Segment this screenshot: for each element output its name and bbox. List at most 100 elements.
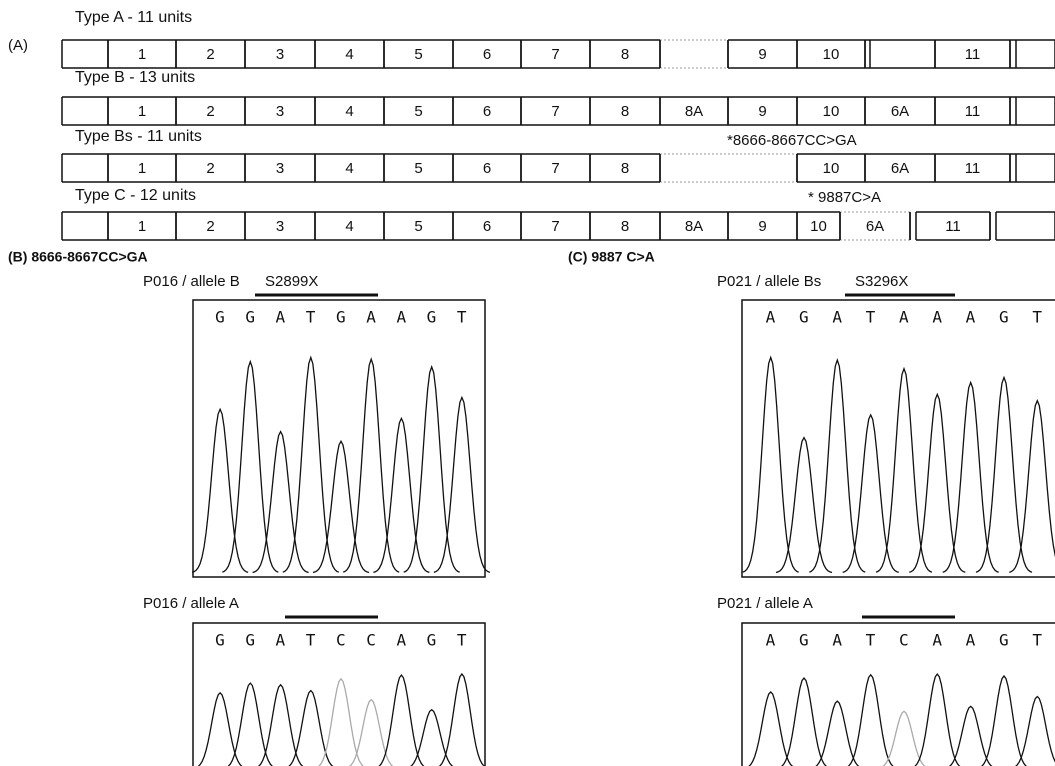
sample-label: P016 / allele A <box>143 595 239 612</box>
trace-peak <box>1009 697 1055 766</box>
base-call: A <box>276 631 286 650</box>
trace-peak <box>876 369 932 573</box>
unit-label: 3 <box>276 103 284 120</box>
sample-label: P021 / allele Bs <box>717 273 821 290</box>
trace-box <box>742 300 1055 577</box>
mutation-annotation: *8666-8667CC>GA <box>727 132 857 149</box>
base-call: A <box>932 308 942 327</box>
trace-peak <box>192 409 248 572</box>
trace-peak <box>253 685 309 766</box>
base-call: A <box>396 308 406 327</box>
base-call: T <box>866 308 876 327</box>
base-call: A <box>396 631 406 650</box>
unit-label: 1 <box>138 218 146 235</box>
unit-label: 8 <box>621 46 629 63</box>
unit-label: 3 <box>276 160 284 177</box>
unit-label: 9 <box>758 218 766 235</box>
unit-label: 6 <box>483 103 491 120</box>
base-call: A <box>276 308 286 327</box>
panel-label: (C) 9887 C>A <box>568 249 655 265</box>
base-call: T <box>1032 308 1042 327</box>
unit-label: 2 <box>206 103 214 120</box>
panel-label: (B) 8666-8667CC>GA <box>8 249 148 265</box>
unit-label: 7 <box>551 103 559 120</box>
unit-label: 6 <box>483 160 491 177</box>
base-call: A <box>932 631 942 650</box>
trace-peak <box>373 675 429 766</box>
base-call: G <box>427 631 437 650</box>
trace-peak <box>343 700 399 766</box>
trace-peak <box>943 706 999 766</box>
trace-peak <box>843 415 899 573</box>
unit-label: 8 <box>621 218 629 235</box>
unit-label: 4 <box>345 218 353 235</box>
base-call: A <box>766 631 776 650</box>
unit-label: 2 <box>206 218 214 235</box>
trace-peak <box>222 362 278 573</box>
unit-label: 1 <box>138 103 146 120</box>
trace-peak <box>404 367 460 572</box>
trace-peak <box>434 674 490 766</box>
unit-label: 9 <box>758 46 766 63</box>
mutation-annotation: * 9887C>A <box>808 189 881 206</box>
trace-peak <box>283 358 339 573</box>
base-call: G <box>427 308 437 327</box>
unit-label: 10 <box>810 218 827 235</box>
unit-label: 7 <box>551 46 559 63</box>
unit-label: 5 <box>414 218 422 235</box>
base-call: G <box>245 308 255 327</box>
trace-peak <box>313 441 369 572</box>
unit-label: 4 <box>345 46 353 63</box>
unit-label: 7 <box>551 160 559 177</box>
base-call: G <box>799 308 809 327</box>
mutation-label: S3296X <box>855 273 908 290</box>
unit-label: 6A <box>891 103 909 120</box>
mutation-label: S2899X <box>265 273 318 290</box>
trace-peak <box>1009 401 1055 573</box>
unit-label: 6A <box>891 160 909 177</box>
base-call: A <box>966 631 976 650</box>
trace-box <box>193 300 485 577</box>
row-title: Type B - 13 units <box>75 69 195 86</box>
unit-label: 11 <box>965 160 981 177</box>
row-title: Type Bs - 11 units <box>75 128 202 145</box>
unit-label: 11 <box>965 103 981 120</box>
unit-label: 5 <box>414 46 422 63</box>
unit-label: 8A <box>685 218 703 235</box>
unit-label: 11 <box>945 218 961 235</box>
page: (A) *8666-8667CC>GA * 9887C>A (B) 8666-8… <box>0 0 1055 766</box>
trace-peak <box>876 711 932 766</box>
trace-peak <box>743 692 799 766</box>
unit-label: 1 <box>138 46 146 63</box>
base-call: G <box>999 308 1009 327</box>
sample-label: P016 / allele B <box>143 273 240 290</box>
unit-label: 2 <box>206 46 214 63</box>
base-call: A <box>766 308 776 327</box>
base-call: A <box>832 631 842 650</box>
base-call: T <box>1032 631 1042 650</box>
trace-peak <box>776 438 832 573</box>
trace-peak <box>222 683 278 766</box>
unit-label: 5 <box>414 160 422 177</box>
unit-label: 8 <box>621 103 629 120</box>
trace-peak <box>909 394 965 572</box>
unit-label: 9 <box>758 103 766 120</box>
base-call: G <box>336 308 346 327</box>
base-call: A <box>366 308 376 327</box>
unit-label: 5 <box>414 103 422 120</box>
sample-label: P021 / allele A <box>717 595 813 612</box>
base-call: G <box>215 308 225 327</box>
base-call: G <box>799 631 809 650</box>
row-title: Type C - 12 units <box>75 187 196 204</box>
trace-peak <box>253 432 309 573</box>
base-call: T <box>306 631 316 650</box>
unit-label: 6 <box>483 218 491 235</box>
trace-peak <box>373 418 429 572</box>
unit-label: 4 <box>345 103 353 120</box>
trace-peak <box>313 679 369 766</box>
base-call: T <box>457 631 467 650</box>
base-call: G <box>215 631 225 650</box>
trace-peak <box>943 383 999 573</box>
figure: (A) *8666-8667CC>GA * 9887C>A (B) 8666-8… <box>0 0 1055 766</box>
unit-label: 2 <box>206 160 214 177</box>
